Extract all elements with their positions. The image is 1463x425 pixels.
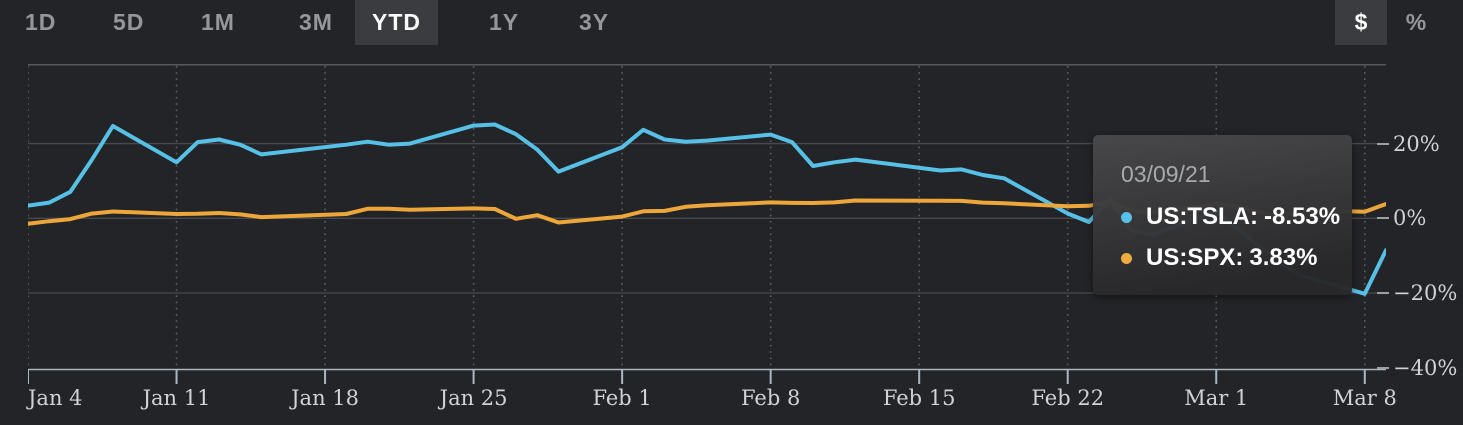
x-axis-label: Feb 22 bbox=[1031, 386, 1105, 410]
x-axis-label: Feb 8 bbox=[740, 386, 801, 410]
tooltip-tsla-value: -8.53% bbox=[1263, 203, 1341, 230]
x-axis-label: Feb 1 bbox=[592, 386, 652, 410]
y-axis-label: −40% bbox=[1393, 355, 1458, 380]
vertical-gridlines bbox=[28, 66, 1366, 369]
hover-tooltip: 03/09/21 US:TSLA: -8.53% US:SPX: 3.83% bbox=[1093, 135, 1352, 295]
y-tick-mark bbox=[1377, 217, 1389, 220]
x-axis-label: Feb 15 bbox=[882, 386, 956, 410]
tooltip-spx-label: US:SPX: bbox=[1146, 244, 1244, 271]
y-tick-mark bbox=[1377, 366, 1389, 369]
range-button-1m[interactable]: 1M bbox=[201, 9, 235, 35]
range-button-ytd[interactable]: YTD bbox=[355, 0, 438, 45]
tooltip-row-spx: US:SPX: 3.83% bbox=[1121, 244, 1352, 272]
dollar-toggle-button[interactable]: $ bbox=[1335, 0, 1387, 45]
x-axis-label: Mar 1 bbox=[1184, 386, 1249, 410]
x-axis-tick-marks bbox=[28, 370, 1366, 384]
percent-toggle-button[interactable]: % bbox=[1405, 9, 1427, 35]
x-axis-label: Jan 11 bbox=[142, 386, 211, 410]
tsla-series-dot-icon bbox=[1121, 211, 1132, 223]
x-axis-label: Jan 25 bbox=[439, 386, 508, 410]
x-axis-label: Jan 18 bbox=[291, 386, 359, 410]
chart-toolbar: 1D 5D 1M 3M YTD 1Y 3Y $ % bbox=[0, 0, 1463, 46]
tooltip-row-tsla: US:TSLA: -8.53% bbox=[1121, 203, 1352, 231]
x-axis-label: Mar 8 bbox=[1332, 386, 1397, 410]
y-tick-mark bbox=[1377, 142, 1389, 145]
tooltip-date: 03/09/21 bbox=[1121, 161, 1211, 187]
y-axis-label: 20% bbox=[1393, 131, 1440, 156]
spx-series-dot-icon bbox=[1121, 252, 1132, 264]
tooltip-spx-value: 3.83% bbox=[1249, 244, 1318, 271]
x-axis-label: Jan 4 bbox=[28, 386, 83, 410]
y-tick-mark bbox=[1377, 292, 1389, 295]
y-axis-label: 0% bbox=[1393, 206, 1427, 231]
range-button-1d[interactable]: 1D bbox=[25, 9, 57, 35]
range-button-1y[interactable]: 1Y bbox=[489, 9, 520, 35]
tooltip-tsla-label: US:TSLA: bbox=[1146, 203, 1258, 230]
price-chart-plot[interactable] bbox=[28, 64, 1386, 386]
range-button-3m[interactable]: 3M bbox=[299, 9, 333, 35]
range-button-3y[interactable]: 3Y bbox=[579, 9, 610, 35]
range-button-5d[interactable]: 5D bbox=[113, 9, 145, 35]
y-axis-label: −20% bbox=[1393, 281, 1458, 306]
